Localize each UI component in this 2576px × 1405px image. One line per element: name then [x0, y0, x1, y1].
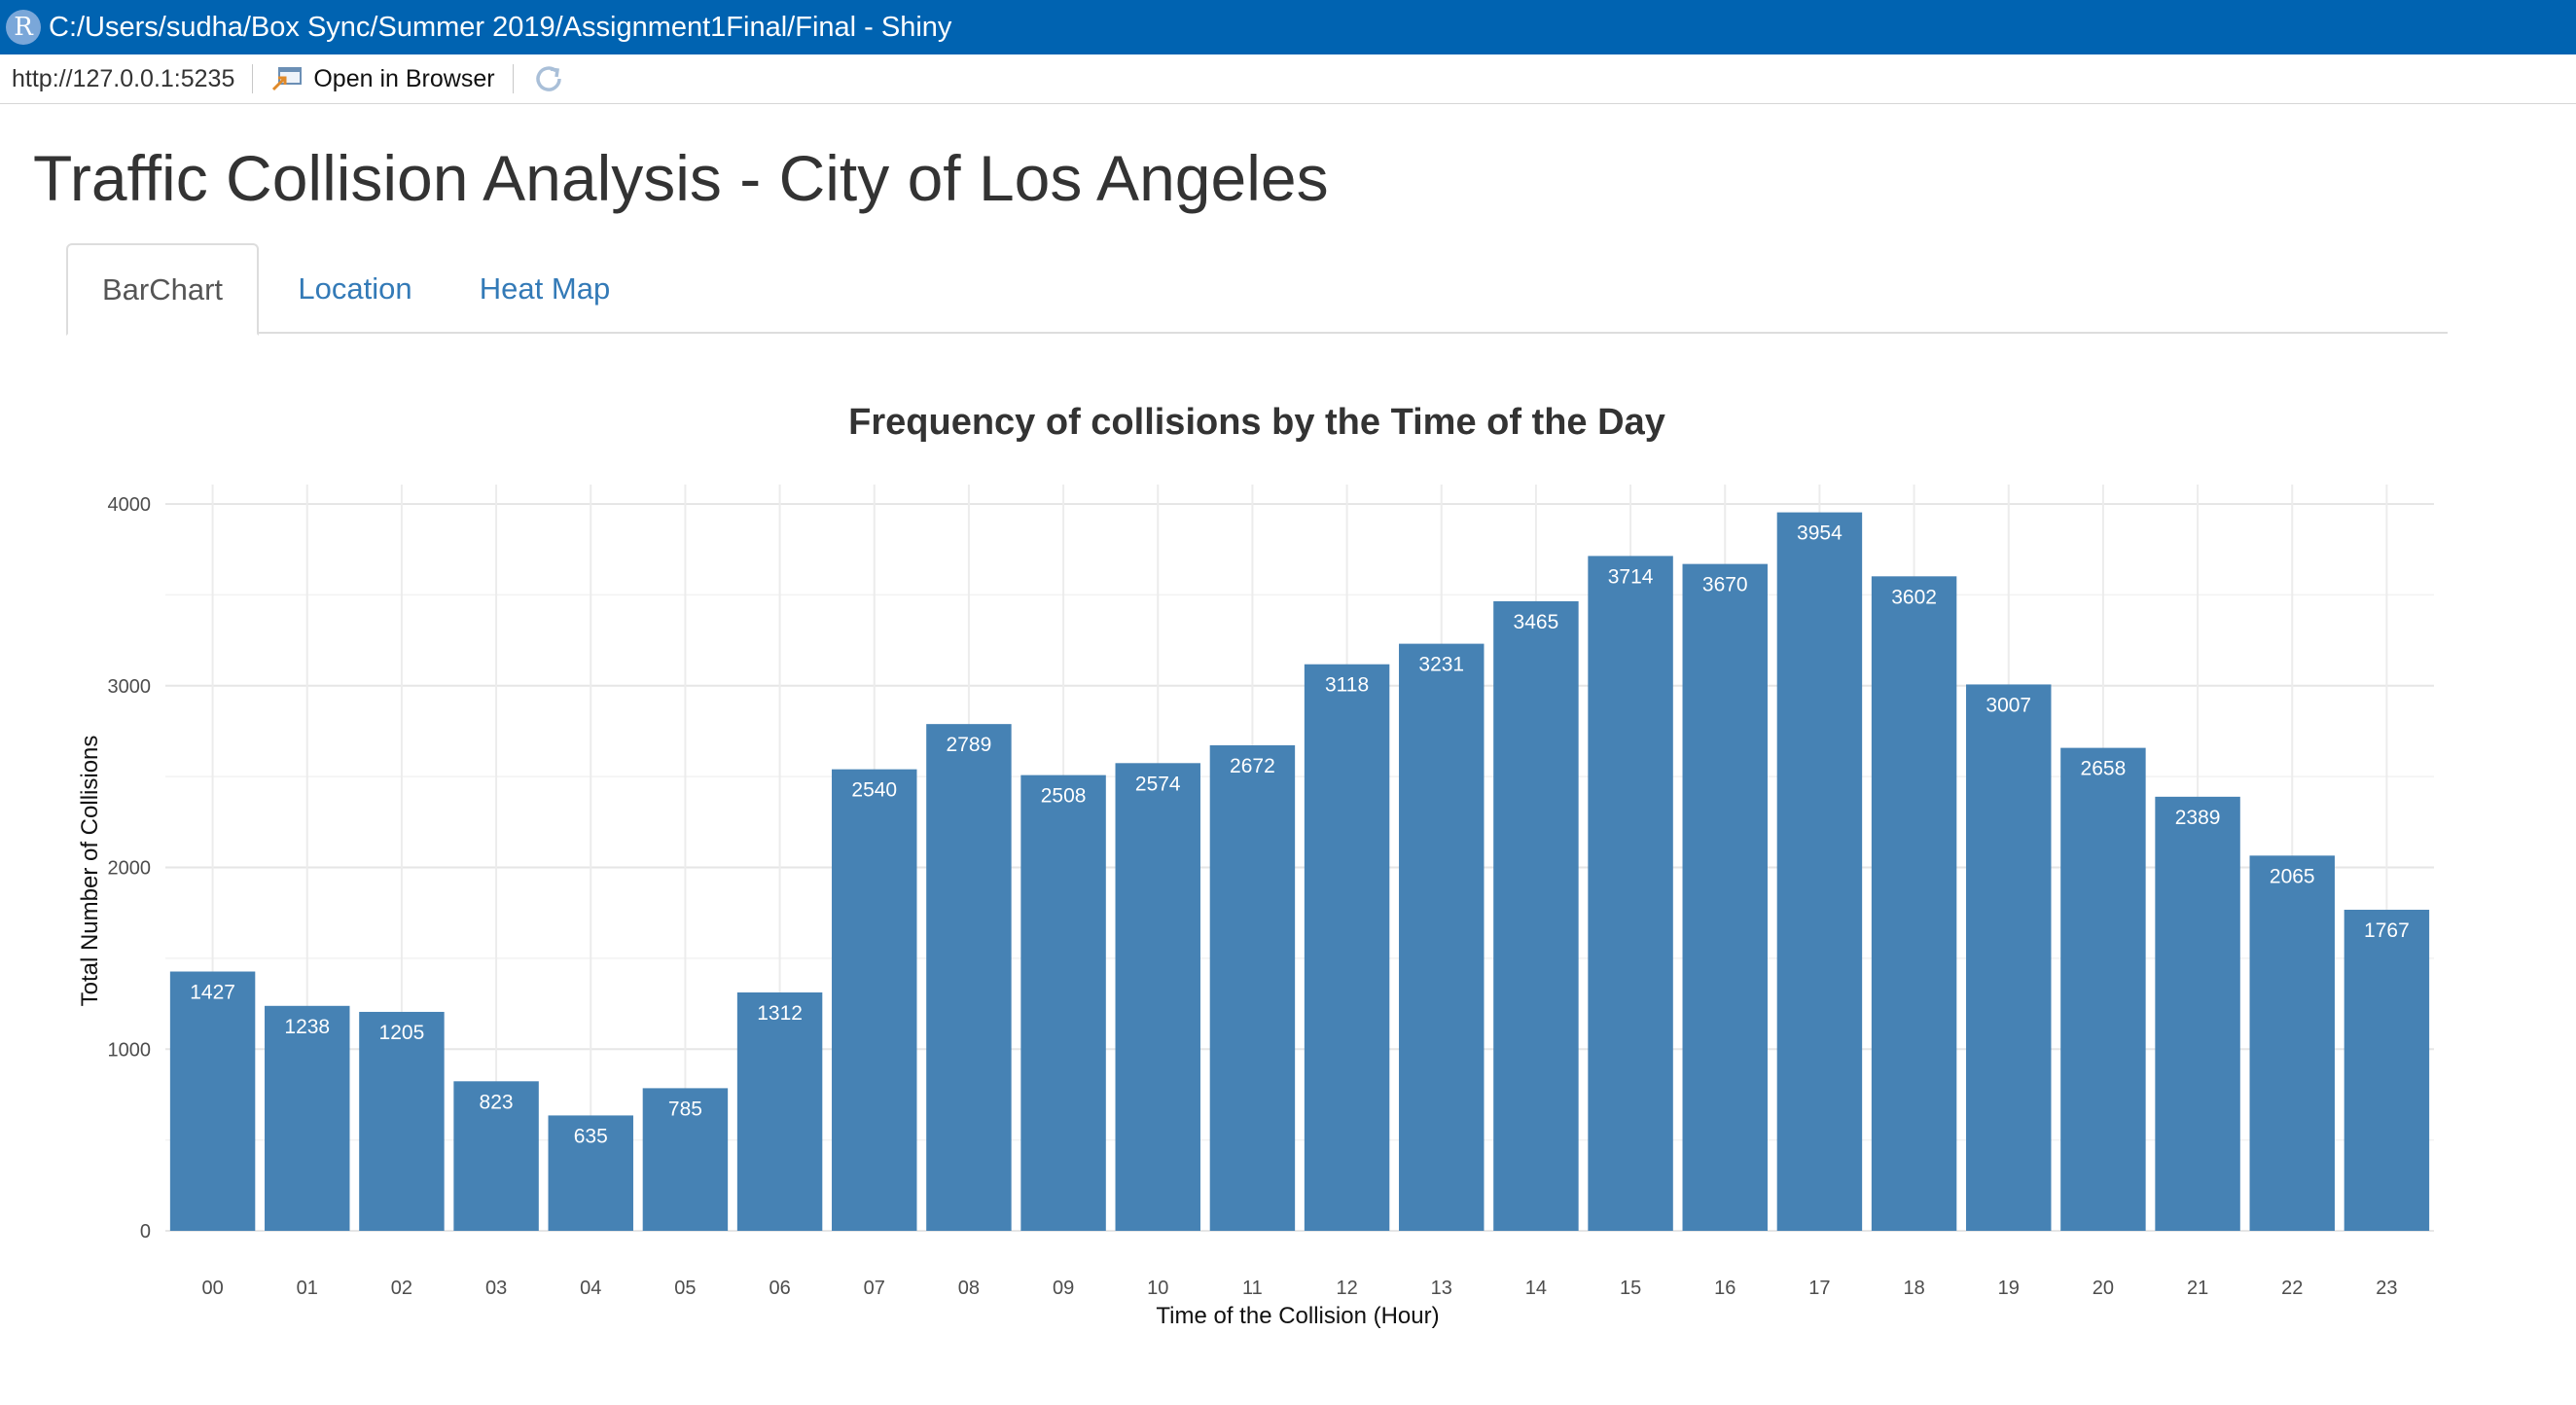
bar-data-label: 1312 — [757, 1002, 803, 1025]
chart-title: Frequency of collisions by the Time of t… — [848, 402, 1665, 443]
x-tick-label: 16 — [1714, 1278, 1735, 1299]
x-tick-label: 21 — [2187, 1278, 2208, 1299]
bar-data-label: 635 — [574, 1125, 608, 1147]
bar — [2155, 796, 2240, 1231]
bar — [642, 1088, 729, 1231]
bar-data-label: 823 — [480, 1091, 514, 1113]
bar — [2343, 910, 2430, 1231]
x-tick-label: 04 — [580, 1278, 601, 1299]
bar — [548, 1115, 633, 1231]
x-tick-label: 19 — [1998, 1278, 2020, 1299]
bar-data-label: 1427 — [190, 982, 235, 1004]
tab-heat-map[interactable]: Heat Map — [479, 270, 611, 306]
r-logo-icon: R — [6, 10, 41, 45]
y-tick-label: 4000 — [108, 494, 152, 516]
x-tick-label: 00 — [201, 1278, 223, 1299]
bar-data-label: 2540 — [851, 779, 897, 802]
x-tick-label: 08 — [958, 1278, 980, 1299]
bar — [1115, 763, 1200, 1231]
open-in-browser-button[interactable]: Open in Browser — [270, 64, 495, 93]
bar — [1966, 684, 2052, 1231]
x-tick-label: 05 — [674, 1278, 696, 1299]
bar-data-label: 3602 — [1891, 586, 1937, 608]
page-title: Traffic Collision Analysis - City of Los… — [33, 142, 1329, 214]
bar — [1871, 576, 1957, 1231]
bar — [736, 991, 823, 1231]
y-tick-label: 3000 — [108, 676, 152, 698]
tab-bar: BarChart Location Heat Map — [66, 243, 2448, 336]
y-axis-title: Total Number of Collisions — [77, 736, 103, 1007]
bar-data-label: 2574 — [1135, 773, 1181, 795]
bar-data-label: 785 — [668, 1098, 702, 1120]
bar — [2249, 855, 2335, 1231]
y-tick-label: 0 — [140, 1221, 151, 1243]
bar — [1682, 563, 1768, 1231]
bar-data-label: 3231 — [1418, 654, 1464, 676]
x-tick-label: 17 — [1808, 1278, 1830, 1299]
bar-data-label: 3954 — [1797, 522, 1843, 545]
bar — [1304, 664, 1390, 1231]
x-tick-label: 10 — [1147, 1278, 1168, 1299]
url-text: http://127.0.0.1:5235 — [12, 64, 235, 92]
bar — [1209, 745, 1296, 1231]
x-tick-label: 01 — [297, 1278, 318, 1299]
refresh-icon[interactable] — [531, 61, 566, 96]
bar — [1020, 775, 1106, 1231]
x-tick-label: 06 — [769, 1278, 790, 1299]
window-titlebar: R C:/Users/sudha/Box Sync/Summer 2019/As… — [0, 0, 2576, 54]
bar — [1588, 556, 1673, 1231]
x-tick-label: 12 — [1336, 1278, 1357, 1299]
bar-data-label: 2389 — [2175, 807, 2221, 829]
x-tick-label: 11 — [1242, 1278, 1263, 1299]
bar-data-label: 1767 — [2364, 919, 2410, 942]
x-tick-label: 07 — [864, 1278, 885, 1299]
bar — [2060, 747, 2146, 1231]
bar-data-label: 1238 — [284, 1016, 330, 1038]
x-tick-label: 22 — [2281, 1278, 2303, 1299]
divider — [512, 64, 514, 93]
x-tick-label: 15 — [1620, 1278, 1641, 1299]
bar — [832, 769, 917, 1231]
tab-barchart[interactable]: BarChart — [66, 243, 259, 336]
x-tick-label: 09 — [1053, 1278, 1074, 1299]
bar-data-label: 2658 — [2081, 758, 2127, 780]
x-tick-label: 18 — [1903, 1278, 1924, 1299]
x-tick-label: 23 — [2376, 1278, 2397, 1299]
bar-data-label: 3465 — [1514, 611, 1559, 633]
x-tick-label: 14 — [1525, 1278, 1547, 1299]
bar — [359, 1011, 445, 1231]
bar-data-label: 1205 — [379, 1022, 425, 1044]
bar — [453, 1081, 539, 1231]
bar — [1399, 643, 1485, 1231]
bar-data-label: 2672 — [1230, 755, 1275, 777]
bar — [926, 724, 1012, 1231]
open-in-browser-label: Open in Browser — [313, 64, 495, 92]
y-tick-label: 2000 — [108, 858, 152, 880]
bar-data-label: 3118 — [1325, 674, 1369, 697]
address-bar: http://127.0.0.1:5235 Open in Browser — [0, 54, 2576, 104]
bar — [169, 971, 256, 1231]
x-axis-title: Time of the Collision (Hour) — [1156, 1303, 1439, 1329]
divider — [252, 64, 254, 93]
tab-location[interactable]: Location — [298, 270, 412, 306]
bar-data-label: 2508 — [1041, 785, 1087, 808]
bar — [1493, 600, 1579, 1231]
open-in-browser-icon — [272, 67, 303, 91]
y-tick-label: 1000 — [108, 1039, 152, 1061]
window-title: C:/Users/sudha/Box Sync/Summer 2019/Assi… — [49, 11, 952, 43]
bar-data-label: 2789 — [947, 734, 992, 756]
bar-data-label: 3714 — [1608, 565, 1654, 588]
x-tick-label: 13 — [1431, 1278, 1452, 1299]
bar-data-label: 3670 — [1702, 574, 1748, 596]
bar — [1776, 512, 1863, 1231]
x-tick-label: 03 — [485, 1278, 507, 1299]
bar-data-label: 2065 — [2270, 865, 2315, 887]
x-tick-label: 02 — [391, 1278, 412, 1299]
bar — [265, 1005, 350, 1231]
bar-data-label: 3007 — [1986, 694, 2031, 716]
x-tick-label: 20 — [2093, 1278, 2114, 1299]
